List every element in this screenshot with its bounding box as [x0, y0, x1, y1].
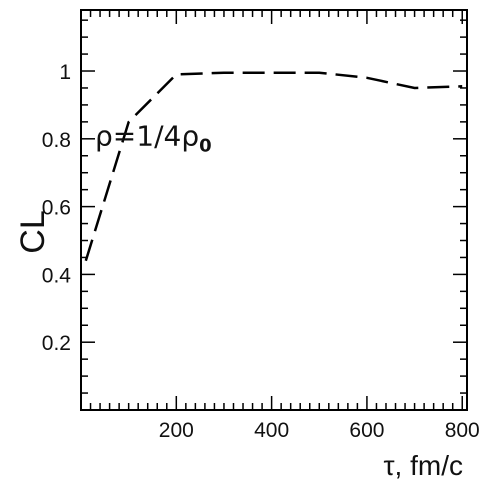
y-tick-label: 0.6 [42, 197, 71, 220]
y-tick-label: 0.2 [42, 332, 71, 355]
y-axis-title: CL [14, 210, 52, 253]
plot-frame [80, 9, 468, 411]
x-tick-label: 800 [445, 419, 480, 442]
x-tick-label: 600 [349, 419, 384, 442]
density-annotation: ρ=1/4ρ0 [95, 119, 212, 156]
x-axis-title: τ, fm/c [383, 450, 463, 481]
y-tick-label: 0.8 [42, 129, 71, 152]
x-tick-label: 200 [159, 419, 194, 442]
density-annotation-main: ρ=1/4ρ [95, 119, 199, 152]
x-tick-label: 400 [254, 419, 289, 442]
axis-tick-labels: 200 400 600 800 0.2 0.4 0.6 0.8 1 [42, 61, 480, 442]
series-line-cl [84, 71, 463, 262]
y-tick-label: 1 [59, 61, 71, 84]
density-annotation-subscript: 0 [199, 135, 212, 156]
y-tick-label: 0.4 [42, 264, 72, 287]
axis-ticks [81, 10, 467, 410]
